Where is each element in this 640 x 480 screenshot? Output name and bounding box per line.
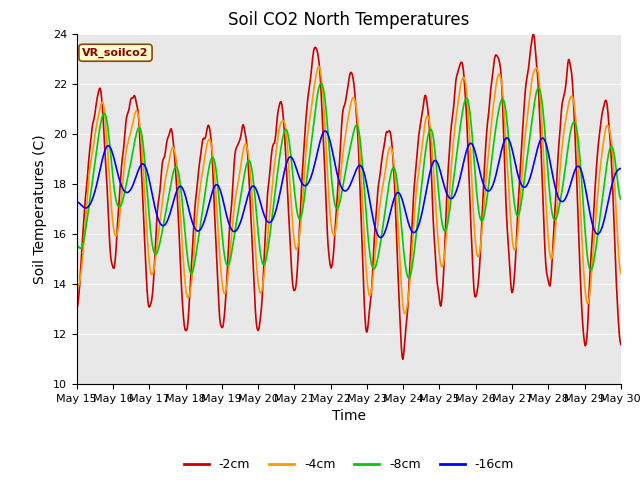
-16cm: [377, 235, 385, 240]
Legend: -2cm, -4cm, -8cm, -16cm: -2cm, -4cm, -8cm, -16cm: [179, 453, 519, 476]
-2cm: [416, 127, 424, 132]
-2cm: [399, 357, 407, 362]
-4cm: [401, 311, 409, 316]
-4cm: [315, 63, 323, 69]
-16cm: [194, 228, 202, 234]
-16cm: [433, 158, 440, 164]
-2cm: [194, 176, 202, 181]
-16cm: [83, 205, 90, 211]
Line: -2cm: -2cm: [77, 34, 621, 360]
-8cm: [139, 138, 147, 144]
-4cm: [139, 156, 147, 162]
-4cm: [83, 204, 90, 209]
-4cm: [433, 211, 440, 216]
-2cm: [223, 282, 230, 288]
Title: Soil CO2 North Temperatures: Soil CO2 North Temperatures: [228, 11, 470, 29]
Line: -8cm: -8cm: [77, 84, 621, 278]
-2cm: [529, 31, 537, 37]
-8cm: [83, 220, 90, 226]
Text: VR_soilco2: VR_soilco2: [82, 48, 148, 58]
-8cm: [223, 262, 230, 267]
-16cm: [223, 213, 230, 218]
-4cm: [194, 204, 202, 210]
-16cm: [139, 161, 147, 167]
Line: -16cm: -16cm: [77, 131, 621, 238]
-4cm: [617, 270, 625, 276]
-8cm: [317, 81, 325, 86]
Line: -4cm: -4cm: [77, 66, 621, 313]
-2cm: [617, 342, 625, 348]
-2cm: [83, 183, 90, 189]
-4cm: [223, 284, 230, 289]
-8cm: [617, 196, 625, 202]
-16cm: [417, 217, 424, 223]
-4cm: [73, 286, 81, 292]
-2cm: [431, 253, 439, 259]
-16cm: [321, 128, 329, 134]
X-axis label: Time: Time: [332, 409, 366, 423]
-8cm: [73, 242, 81, 248]
-2cm: [73, 307, 81, 312]
-8cm: [405, 275, 413, 281]
Y-axis label: Soil Temperatures (C): Soil Temperatures (C): [33, 134, 47, 284]
-16cm: [617, 166, 625, 171]
-16cm: [73, 199, 81, 205]
-2cm: [139, 192, 147, 198]
-8cm: [417, 194, 424, 200]
-8cm: [433, 161, 440, 167]
-4cm: [417, 157, 424, 163]
-8cm: [194, 240, 202, 245]
